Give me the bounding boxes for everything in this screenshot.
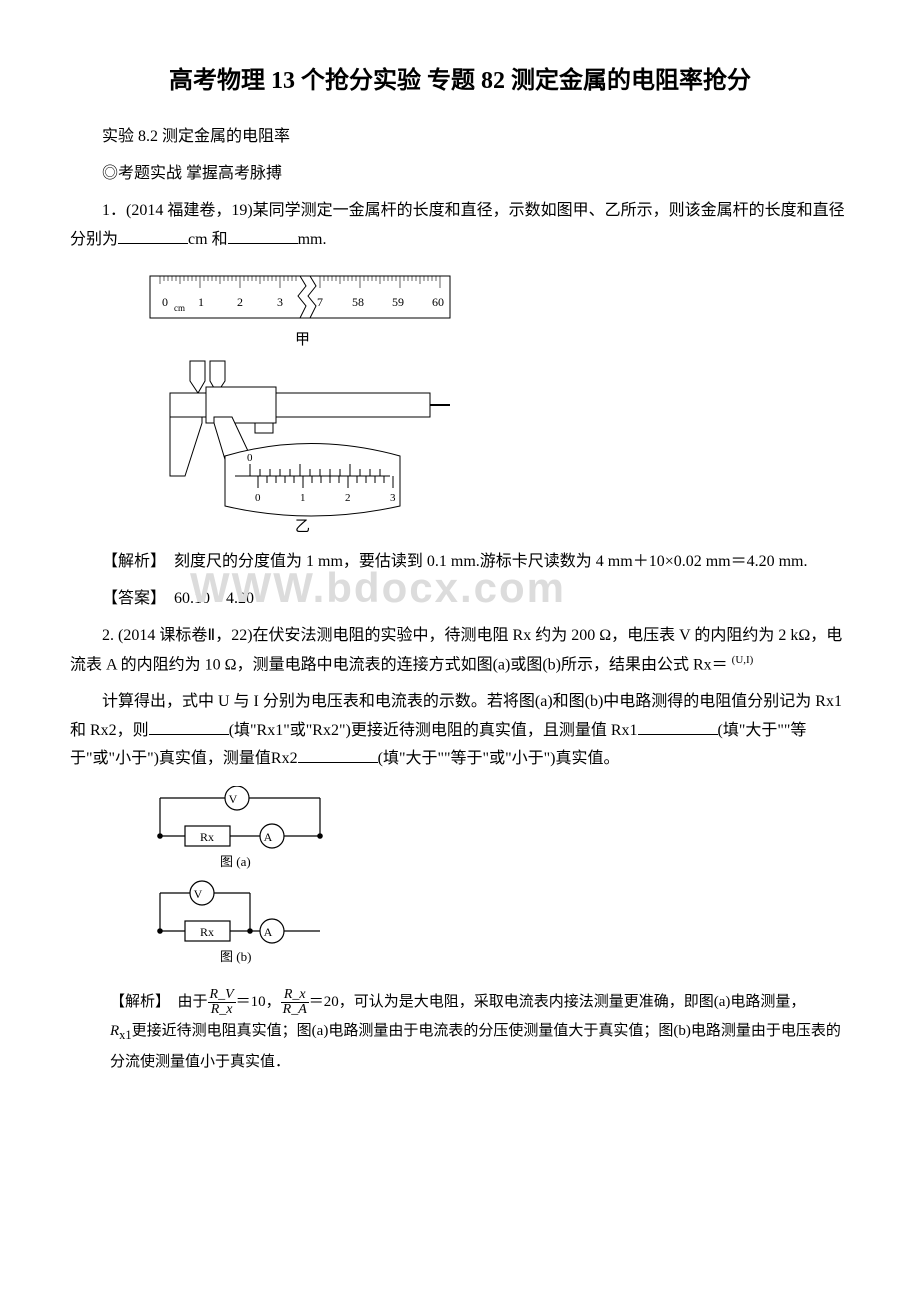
a2-line2: 更接近待测电阻真实值；图(a)电路测量由于电流表的分压使测量值大于真实值；图(b… — [110, 1023, 841, 1070]
ruler-0: 0 — [162, 295, 168, 309]
vernier-main-0: 0 — [247, 452, 253, 464]
analysis-1: 【解析】 刻度尺的分度值为 1 mm，要估读到 0.1 mm.游标卡尺读数为 4… — [70, 548, 850, 577]
circ-b-caption: 图 (b) — [220, 949, 251, 964]
ruler-1: 1 — [198, 295, 204, 309]
circ-b-rx: Rx — [200, 925, 214, 939]
a2-rx1-r: R — [110, 1023, 119, 1039]
frac2-num: R_x — [281, 988, 309, 1003]
ruler-59: 59 — [392, 295, 404, 309]
subhead: ◎考题实战 掌握高考脉搏 — [70, 160, 850, 189]
ruler-unit: cm — [174, 303, 185, 313]
a2-pre: 由于 — [163, 994, 208, 1010]
a2-eq2: ＝20，可认为是大电阻，采取电流表内接法测量更准确，即图(a)电路测量， — [309, 994, 806, 1010]
analysis-label: 【解析】 — [102, 553, 158, 570]
a2-eq1: ＝10， — [236, 994, 281, 1010]
circ-b-a: A — [264, 925, 273, 939]
answer-1: 【答案】 60.10 4.20 — [70, 585, 850, 614]
figure-1-ruler-vernier: 0 cm 1 2 3 7 58 59 60 甲 — [140, 266, 480, 536]
ruler-58: 58 — [352, 295, 364, 309]
question-2b: 计算得出，式中 U 与 I 分别为电压表和电流表的示数。若将图(a)和图(b)中… — [70, 688, 850, 774]
circ-b-v: V — [194, 887, 203, 901]
ruler-2: 2 — [237, 295, 243, 309]
ruler-3: 3 — [277, 295, 283, 309]
blank-rx1-compare — [638, 718, 718, 735]
ruler-7: 7 — [317, 295, 323, 309]
frac-rx-ra: R_xR_A — [281, 988, 309, 1017]
q2-fill3: (填"大于""等于"或"小于")真实值。 — [378, 750, 620, 767]
question-2a: 2. (2014 课标卷Ⅱ，22)在伏安法测电阻的实验中，待测电阻 Rx 约为 … — [70, 622, 850, 680]
ruler-60: 60 — [432, 295, 444, 309]
a2-label: 【解析】 — [110, 994, 163, 1010]
fig1-label-jia: 甲 — [295, 332, 310, 348]
page-title: 高考物理 13 个抢分实验 专题 82 测定金属的电阻率抢分 — [70, 60, 850, 103]
blank-rx2-compare — [298, 746, 378, 763]
frac1-den: R_x — [208, 1003, 236, 1017]
frac1-num: R_V — [208, 988, 236, 1003]
subtitle: 实验 8.2 测定金属的电阻率 — [70, 123, 850, 152]
blank-rx-choice — [149, 718, 229, 735]
q2-fill1: (填"Rx1"或"Rx2")更接近待测电阻的真实值，且测量值 Rx1 — [229, 722, 638, 739]
blank-length — [118, 227, 188, 244]
q2-formula: (U,I) — [732, 654, 754, 666]
vernier-sub-3: 3 — [390, 492, 396, 504]
circ-a-caption: 图 (a) — [220, 854, 251, 869]
circ-a-v: V — [229, 792, 238, 806]
analysis-text: 刻度尺的分度值为 1 mm，要估读到 0.1 mm.游标卡尺读数为 4 mm＋1… — [158, 553, 807, 570]
answer-label: 【答案】 — [102, 590, 158, 607]
figure-2-circuits: V Rx A 图 (a) V Rx A 图 (b) — [140, 786, 360, 976]
vernier-sub-0: 0 — [255, 492, 261, 504]
frac2-den: R_A — [281, 1003, 309, 1017]
answer-text: 60.10 4.20 — [158, 590, 254, 607]
q1-unit2: mm. — [298, 231, 327, 248]
a2-rx1-sub: x1 — [119, 1028, 132, 1042]
blank-diameter — [228, 227, 298, 244]
frac-rv-rx: R_VR_x — [208, 988, 236, 1017]
q2-text-a: 2. (2014 课标卷Ⅱ，22)在伏安法测电阻的实验中，待测电阻 Rx 约为 … — [70, 627, 842, 673]
circ-a-rx: Rx — [200, 830, 214, 844]
vernier-sub-1: 1 — [300, 492, 306, 504]
analysis-2: 【解析】 由于R_VR_x＝10，R_xR_A＝20，可认为是大电阻，采取电流表… — [110, 988, 850, 1076]
vernier-sub-2: 2 — [345, 492, 351, 504]
fig1-label-yi: 乙 — [295, 519, 310, 535]
circ-a-a: A — [264, 830, 273, 844]
q1-unit1: cm 和 — [188, 231, 228, 248]
question-1: 1．(2014 福建卷，19)某同学测定一金属杆的长度和直径，示数如图甲、乙所示… — [70, 197, 850, 255]
